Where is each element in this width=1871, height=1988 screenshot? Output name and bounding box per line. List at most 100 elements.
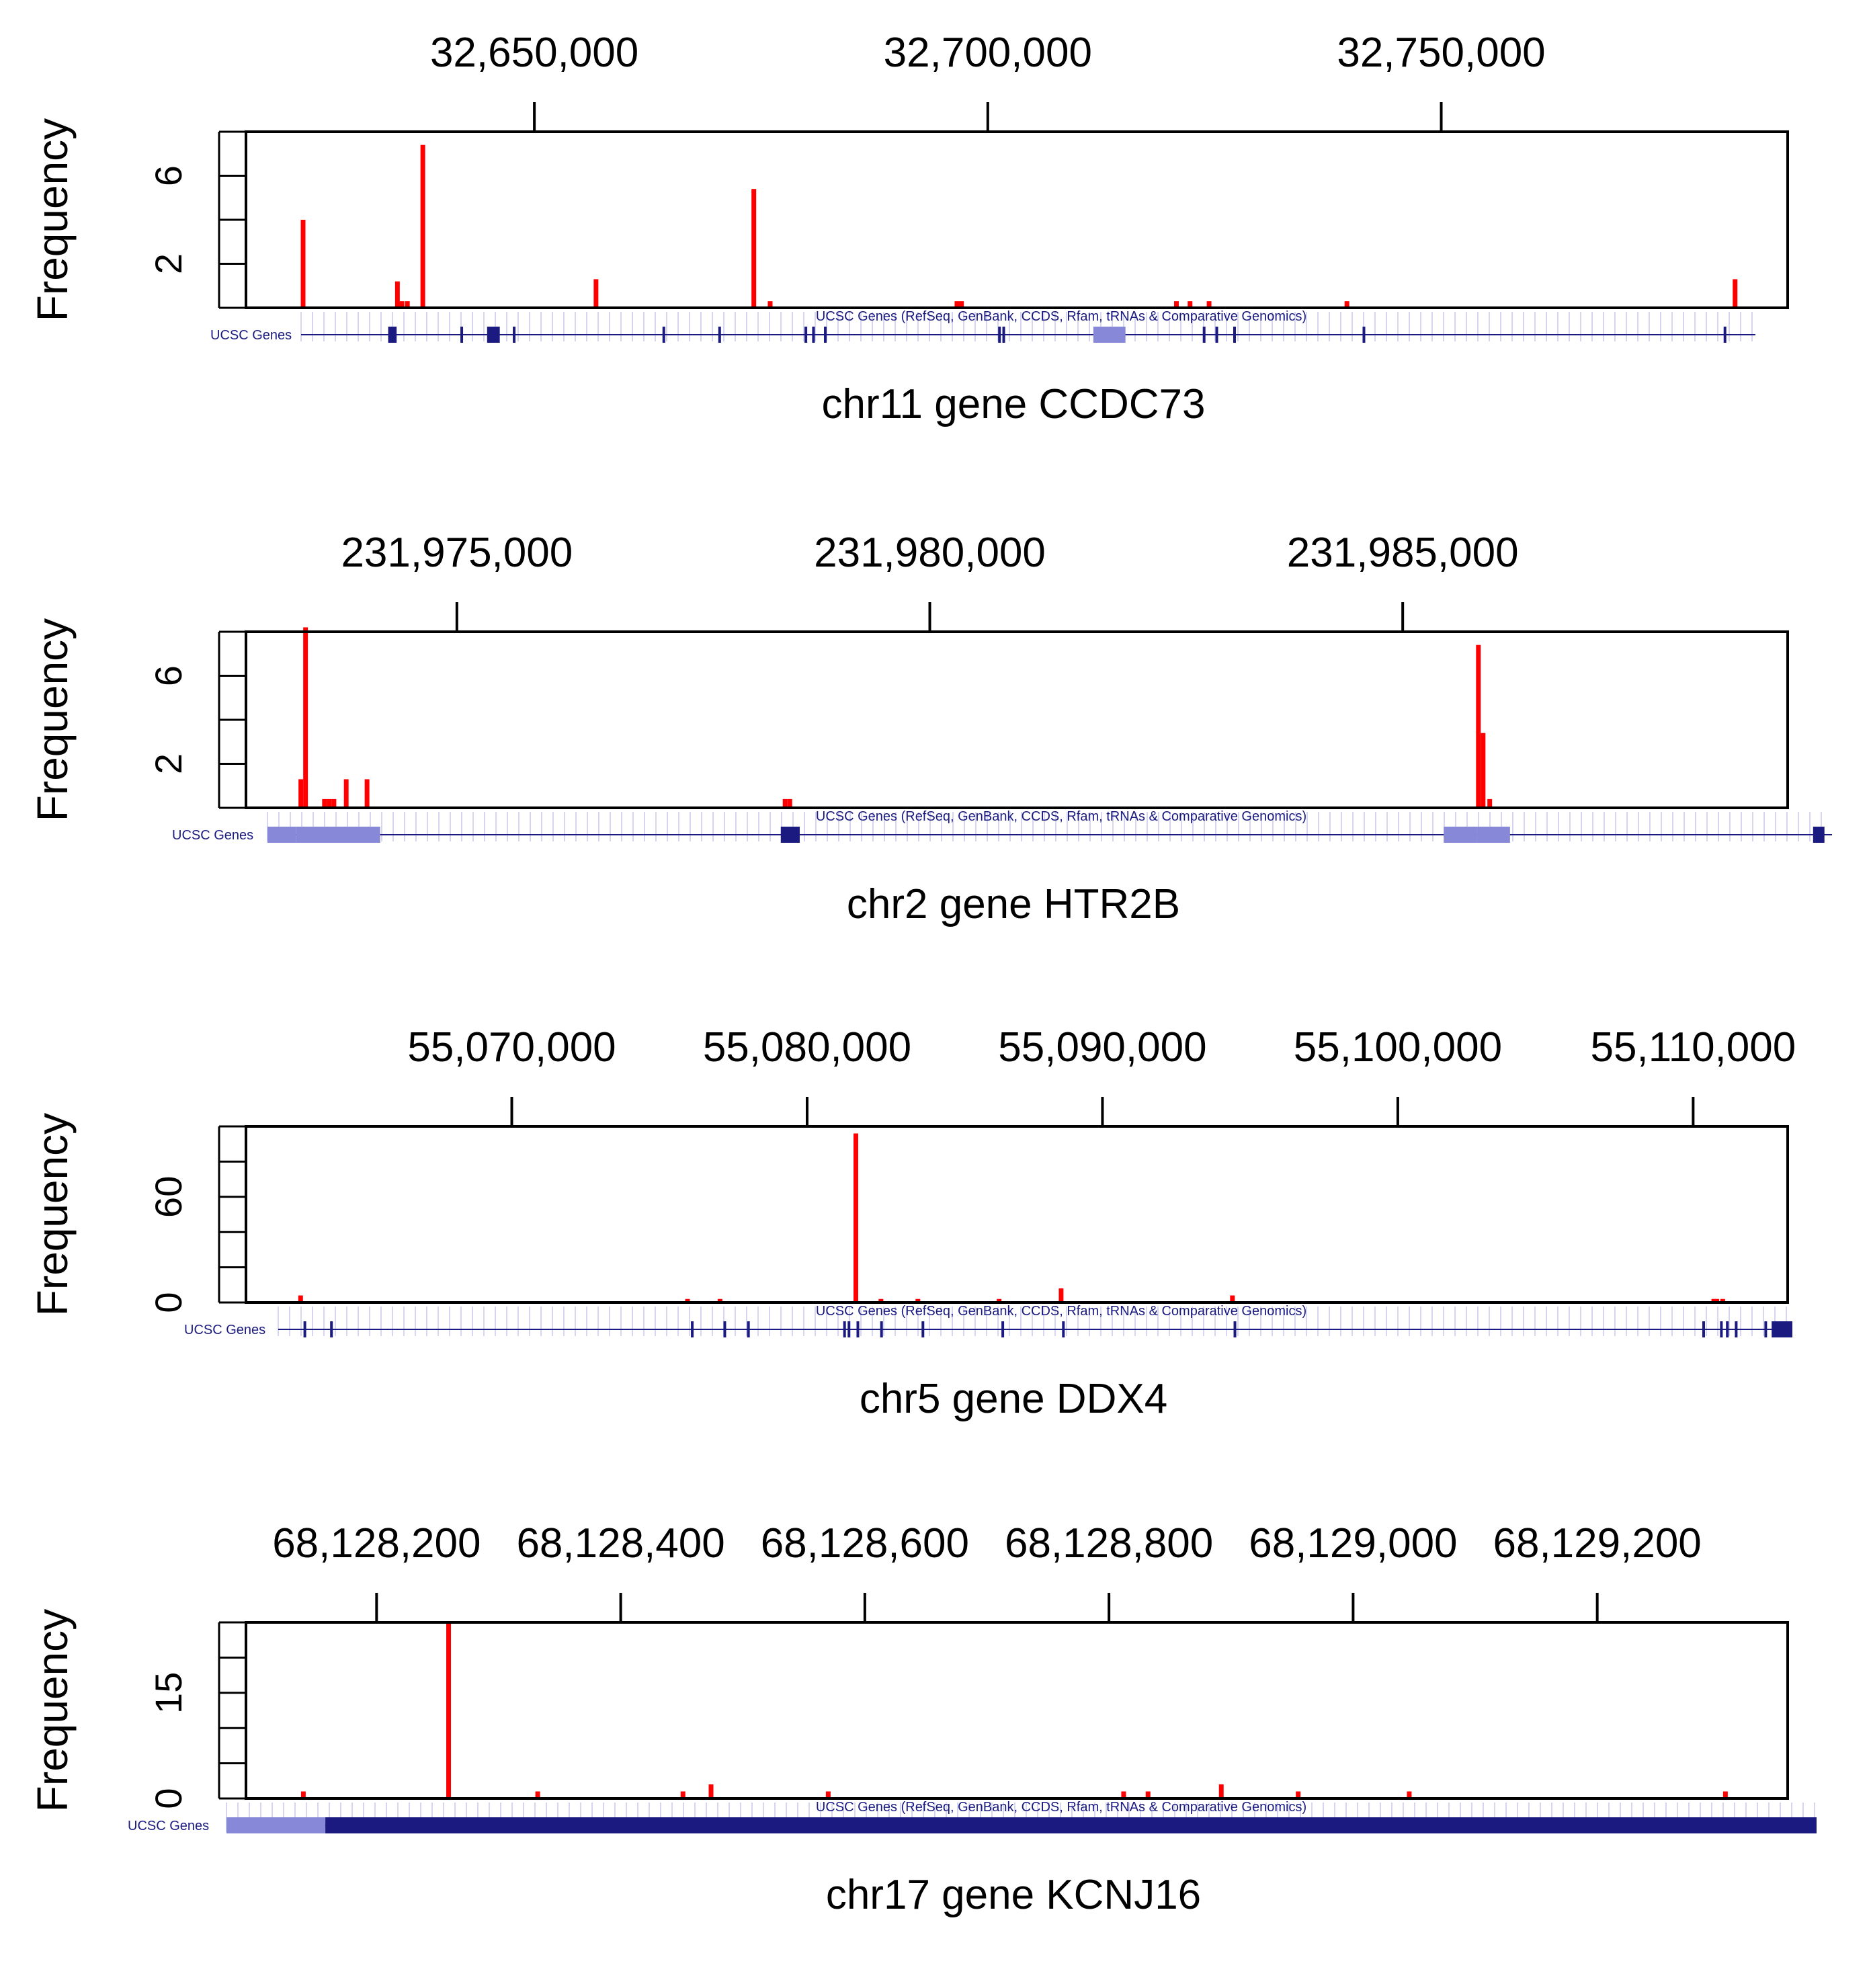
y-axis-title: Frequency — [28, 1113, 77, 1316]
bar-ccdc73-0 — [300, 220, 306, 308]
y-axis-title: Frequency — [28, 118, 77, 321]
track-note: UCSC Genes (RefSeq, GenBank, CCDS, Rfam,… — [816, 809, 1306, 824]
chart-svg: 55,070,000 55,080,000 55,090,000 55,100,000… — [28, 1024, 1796, 1422]
bar-ccdc73-7 — [767, 301, 773, 308]
bar-ccdc73-6 — [751, 189, 757, 308]
gene-exon — [1764, 1321, 1768, 1337]
bar-ccdc73-8 — [954, 301, 960, 308]
gene-exon — [847, 1321, 851, 1337]
ucsc-gene-track: UCSC Genes UCSC Genes (RefSeq, GenBank, C… — [128, 1800, 1817, 1833]
x-tick-label: 55,100,000 — [1294, 1024, 1502, 1071]
ucsc-gene-track: UCSC Genes UCSC Genes (RefSeq, GenBank, C… — [184, 1304, 1792, 1337]
gene-exon — [718, 327, 721, 343]
track-label: UCSC Genes — [210, 328, 292, 343]
bar-series — [300, 1622, 1728, 1798]
y-axis-title: Frequency — [28, 618, 77, 821]
x-tick-label: 55,070,000 — [407, 1024, 616, 1071]
x-tick-label: 55,090,000 — [998, 1024, 1206, 1071]
gene-exon — [998, 327, 1001, 343]
gene-title: chr2 gene HTR2B — [847, 881, 1180, 927]
bar-htr2b-10 — [1481, 733, 1486, 808]
bar-ddx4-11 — [1720, 1298, 1725, 1302]
bar-htr2b-8 — [787, 798, 792, 808]
track-label: UCSC Genes — [172, 828, 253, 843]
bar-series — [300, 144, 1738, 308]
gene-block — [388, 327, 397, 343]
x-tick-label: 32,700,000 — [884, 30, 1092, 76]
gene-exon — [880, 1321, 883, 1337]
gene-exon — [1702, 1321, 1705, 1337]
gene-exon — [1720, 1321, 1723, 1337]
x-tick-label: 68,128,600 — [761, 1520, 969, 1567]
bar-ccdc73-4 — [420, 144, 425, 308]
gene-exon — [1233, 327, 1236, 343]
bar-kcnj16-3 — [680, 1791, 685, 1798]
y-tick-label: 2 — [147, 253, 190, 274]
gene-exon — [812, 327, 815, 343]
gene-exon — [303, 1321, 306, 1337]
bar-kcnj16-0 — [300, 1791, 306, 1798]
gene-block — [1444, 827, 1477, 843]
bar-kcnj16-10 — [1407, 1791, 1412, 1798]
x-tick-label: 231,975,000 — [341, 530, 573, 576]
bar-htr2b-2 — [322, 798, 327, 808]
plot-frame — [245, 130, 1789, 309]
y-tick-label: 2 — [147, 753, 190, 774]
gene-exon — [723, 1321, 726, 1337]
gene-exon — [1726, 1321, 1729, 1337]
gene-exon — [843, 1321, 846, 1337]
x-tick-label: 68,129,200 — [1493, 1520, 1701, 1567]
gene-exon — [1202, 327, 1206, 343]
bar-ccdc73-2 — [399, 301, 405, 308]
gene-exon — [330, 1321, 333, 1337]
y-tick-label: 15 — [147, 1672, 190, 1714]
bar-ddx4-10 — [1714, 1298, 1720, 1302]
gene-exon — [1362, 327, 1366, 343]
y-tick-label: 6 — [147, 165, 190, 186]
gene-exon — [921, 1321, 925, 1337]
bar-kcnj16-4 — [708, 1784, 714, 1798]
gene-title: chr17 gene KCNJ16 — [826, 1872, 1201, 1918]
gene-block — [325, 1817, 1817, 1833]
gene-exon — [1001, 1321, 1005, 1337]
gene-exon — [662, 327, 665, 343]
bar-htr2b-4 — [331, 798, 337, 808]
bar-kcnj16-11 — [1722, 1791, 1728, 1798]
bar-ccdc73-11 — [1188, 301, 1193, 308]
gene-exon — [1215, 327, 1218, 343]
gene-block — [487, 327, 500, 343]
bar-ccdc73-9 — [959, 301, 964, 308]
plot-frame — [245, 1125, 1789, 1304]
bar-kcnj16-7 — [1145, 1791, 1151, 1798]
ucsc-gene-track: UCSC Genes UCSC Genes (RefSeq, GenBank, C… — [210, 309, 1755, 343]
gene-exon — [824, 327, 827, 343]
gene-block — [780, 827, 800, 843]
track-note: UCSC Genes (RefSeq, GenBank, CCDS, Rfam,… — [816, 1800, 1306, 1815]
bar-ccdc73-10 — [1173, 301, 1179, 308]
gene-exon — [747, 1321, 750, 1337]
gene-title: chr11 gene CCDC73 — [822, 381, 1206, 427]
gene-block — [226, 1817, 326, 1833]
x-tick-label: 68,128,200 — [272, 1520, 481, 1567]
bar-ddx4-6 — [997, 1298, 1002, 1302]
bar-ddx4-0 — [298, 1295, 303, 1302]
y-tick-label: 6 — [147, 665, 190, 686]
bar-ddx4-4 — [878, 1298, 884, 1302]
bar-ccdc73-1 — [394, 281, 400, 308]
chart-panel-htr2b: 231,975,000 231,980,000 231,985,000 2 6 Frequ… — [0, 500, 1871, 997]
track-label: UCSC Genes — [128, 1819, 209, 1833]
bar-ccdc73-3 — [405, 301, 410, 308]
y-tick-label: 0 — [147, 1788, 190, 1809]
gene-exon — [460, 327, 464, 343]
plot-frame — [245, 1621, 1789, 1800]
gene-exon — [1723, 327, 1727, 343]
bar-htr2b-7 — [782, 798, 788, 808]
chart-svg: 68,128,200 68,128,400 68,128,600 68,128,800… — [28, 1520, 1817, 1918]
bar-kcnj16-1 — [446, 1622, 452, 1798]
x-tick-label: 32,750,000 — [1337, 30, 1545, 76]
x-tick-label: 231,985,000 — [1287, 530, 1519, 576]
chart-svg: 231,975,000 231,980,000 231,985,000 2 6 Frequ… — [28, 530, 1832, 927]
gene-exon — [691, 1321, 694, 1337]
bar-ddx4-5 — [915, 1298, 921, 1302]
